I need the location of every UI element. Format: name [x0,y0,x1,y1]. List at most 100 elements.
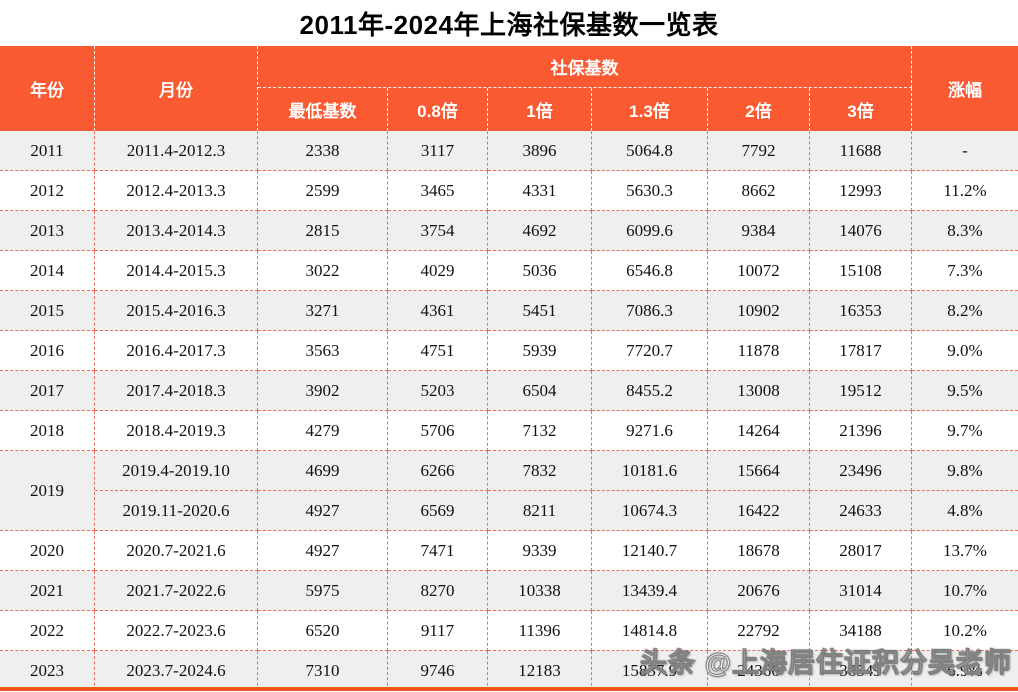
subheader-3x: 3倍 [810,88,912,131]
table-row: 2011 2011.4-2012.3 2338 3117 3896 5064.8 7792 1… [0,131,1018,171]
subheader-1-3x: 1.3倍 [592,88,708,131]
month-cell: 2015.4-2016.3 [95,291,258,331]
base-value-cell: 24633 [810,491,912,531]
increase-cell: - [912,131,1018,171]
base-value-cell: 10338 [488,571,592,611]
base-value-cell: 5064.8 [592,131,708,171]
subheader-0-8x: 0.8倍 [388,88,488,131]
base-value-cell: 5975 [258,571,388,611]
base-value-cell: 13439.4 [592,571,708,611]
increase-cell: 8.2% [912,291,1018,331]
base-value-cell: 28017 [810,531,912,571]
table-row: 2021 2021.7-2022.6 5975 8270 10338 13439.4 206… [0,571,1018,611]
base-value-cell: 24366 [708,651,810,691]
base-value-cell: 6520 [258,611,388,651]
table-row: 2023 2023.7-2024.6 7310 9746 12183 15837.9 243… [0,651,1018,691]
increase-cell: 4.8% [912,491,1018,531]
base-value-cell: 11396 [488,611,592,651]
year-cell: 2018 [0,411,95,451]
base-value-cell: 11878 [708,331,810,371]
base-value-cell: 7086.3 [592,291,708,331]
base-value-cell: 22792 [708,611,810,651]
base-value-cell: 7310 [258,651,388,691]
base-value-cell: 6569 [388,491,488,531]
year-cell: 2017 [0,371,95,411]
month-cell: 2014.4-2015.3 [95,251,258,291]
month-cell: 2017.4-2018.3 [95,371,258,411]
year-cell: 2012 [0,171,95,211]
base-value-cell: 15108 [810,251,912,291]
increase-cell: 9.8% [912,451,1018,491]
increase-column-header: 涨幅 [912,46,1018,131]
increase-cell: 10.7% [912,571,1018,611]
year-cell: 2023 [0,651,95,691]
table-row: 2019 2019.4-2019.10 4699 6266 7832 10181.6 156… [0,451,1018,531]
base-value-cell: 3022 [258,251,388,291]
social-security-base-table: 年份 月份 社保基数 涨幅 最低基数 0.8倍 1倍 1.3倍 2倍 3倍 20… [0,46,1018,691]
table-body: 2011 2011.4-2012.3 2338 3117 3896 5064.8 7792 1… [0,131,1018,691]
base-value-cell: 8455.2 [592,371,708,411]
base-value-cell: 6504 [488,371,592,411]
base-value-cell: 3271 [258,291,388,331]
base-value-cell: 2815 [258,211,388,251]
month-cell: 2013.4-2014.3 [95,211,258,251]
base-value-cell: 9271.6 [592,411,708,451]
base-value-cell: 3754 [388,211,488,251]
year-cell: 2022 [0,611,95,651]
base-value-cell: 19512 [810,371,912,411]
table-row: 2017 2017.4-2018.3 3902 5203 6504 8455.2 13008… [0,371,1018,411]
base-value-cell: 6546.8 [592,251,708,291]
base-value-cell: 9746 [388,651,488,691]
base-value-cell: 10072 [708,251,810,291]
base-value-cell: 5036 [488,251,592,291]
year-cell: 2013 [0,211,95,251]
base-value-cell: 4279 [258,411,388,451]
table-row: 2020 2020.7-2021.6 4927 7471 9339 12140.7 1867… [0,531,1018,571]
increase-cell: 13.7% [912,531,1018,571]
month-cell: 2020.7-2021.6 [95,531,258,571]
month-column-header: 月份 [95,46,258,131]
table-row: 2012 2012.4-2013.3 2599 3465 4331 5630.3 8662 1… [0,171,1018,211]
base-group-header: 社保基数 [258,46,912,88]
base-value-cell: 15837.9 [592,651,708,691]
increase-cell: 7.3% [912,251,1018,291]
base-value-cell: 4361 [388,291,488,331]
base-value-cell: 14076 [810,211,912,251]
year-cell: 2020 [0,531,95,571]
subheader-min-base: 最低基数 [258,88,388,131]
base-value-cell: 12183 [488,651,592,691]
month-cell: 2022.7-2023.6 [95,611,258,651]
base-value-cell: 5451 [488,291,592,331]
base-value-cell: 6266 [388,451,488,491]
base-value-cell: 16353 [810,291,912,331]
base-value-cell: 5706 [388,411,488,451]
base-value-cell: 3117 [388,131,488,171]
month-cell: 2016.4-2017.3 [95,331,258,371]
base-value-cell: 14264 [708,411,810,451]
base-value-cell: 4927 [258,531,388,571]
base-value-cell: 3563 [258,331,388,371]
bottom-edge-bar [0,687,1018,691]
base-value-cell: 6099.6 [592,211,708,251]
base-value-cell: 4751 [388,331,488,371]
base-value-cell: 4699 [258,451,388,491]
subheader-1x: 1倍 [488,88,592,131]
base-value-cell: 8211 [488,491,592,531]
month-cell: 2021.7-2022.6 [95,571,258,611]
base-value-cell: 10674.3 [592,491,708,531]
base-value-cell: 20676 [708,571,810,611]
base-value-cell: 12140.7 [592,531,708,571]
base-value-cell: 3902 [258,371,388,411]
increase-cell: 11.2% [912,171,1018,211]
page-title: 2011年-2024年上海社保基数一览表 [299,9,719,40]
base-value-cell: 10902 [708,291,810,331]
base-value-cell: 7720.7 [592,331,708,371]
month-cell: 2023.7-2024.6 [95,651,258,691]
month-cell: 2011.4-2012.3 [95,131,258,171]
increase-cell: 9.5% [912,371,1018,411]
base-value-cell: 4927 [258,491,388,531]
base-value-cell: 31014 [810,571,912,611]
table-row: 2015 2015.4-2016.3 3271 4361 5451 7086.3 10902… [0,291,1018,331]
base-value-cell: 11688 [810,131,912,171]
base-value-cell: 36549 [810,651,912,691]
